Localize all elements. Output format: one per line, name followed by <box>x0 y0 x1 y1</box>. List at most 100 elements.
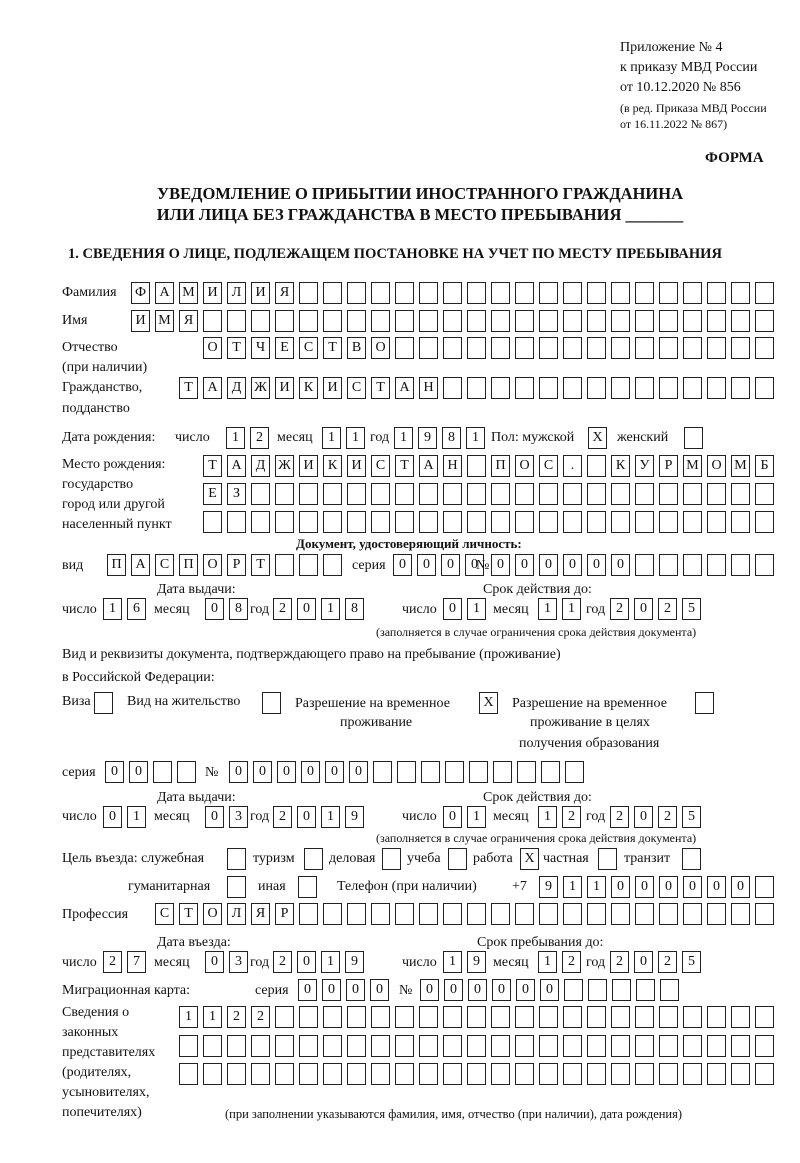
char-box[interactable]: 9 <box>345 951 364 973</box>
char-box[interactable] <box>395 1006 414 1028</box>
char-box[interactable]: С <box>347 377 366 399</box>
char-box[interactable] <box>587 511 606 533</box>
char-box[interactable] <box>611 337 630 359</box>
char-box[interactable]: Я <box>275 282 294 304</box>
char-box[interactable] <box>467 1035 486 1057</box>
char-box[interactable] <box>563 483 582 505</box>
char-box[interactable]: О <box>707 455 726 477</box>
char-box[interactable] <box>515 310 534 332</box>
char-box[interactable]: И <box>131 310 150 332</box>
char-box[interactable] <box>564 979 583 1001</box>
char-box[interactable] <box>275 511 294 533</box>
char-box[interactable]: Ч <box>251 337 270 359</box>
char-box[interactable]: 2 <box>658 806 677 828</box>
char-box[interactable]: Ж <box>275 455 294 477</box>
char-box[interactable] <box>347 310 366 332</box>
char-box[interactable] <box>371 1035 390 1057</box>
char-box[interactable]: 3 <box>229 806 248 828</box>
char-box[interactable] <box>563 377 582 399</box>
char-box[interactable] <box>636 979 655 1001</box>
char-box[interactable]: Р <box>275 903 294 925</box>
char-box[interactable] <box>299 1006 318 1028</box>
char-box[interactable]: Т <box>323 337 342 359</box>
char-box[interactable] <box>467 1063 486 1085</box>
char-box[interactable] <box>491 903 510 925</box>
char-box[interactable]: К <box>323 455 342 477</box>
char-box[interactable] <box>611 1006 630 1028</box>
char-box[interactable] <box>659 1035 678 1057</box>
char-box[interactable] <box>755 483 774 505</box>
char-box[interactable] <box>179 1063 198 1085</box>
char-box[interactable] <box>635 1035 654 1057</box>
char-box[interactable] <box>397 761 416 783</box>
char-box[interactable]: 0 <box>370 979 389 1001</box>
char-box[interactable] <box>227 848 246 870</box>
char-box[interactable] <box>467 337 486 359</box>
char-box[interactable] <box>179 1035 198 1057</box>
char-box[interactable]: Е <box>203 483 222 505</box>
char-box[interactable]: 0 <box>229 761 248 783</box>
char-box[interactable] <box>251 1035 270 1057</box>
char-box[interactable] <box>373 761 392 783</box>
char-box[interactable] <box>635 483 654 505</box>
char-box[interactable] <box>515 903 534 925</box>
char-box[interactable] <box>515 483 534 505</box>
char-box[interactable] <box>635 1063 654 1085</box>
char-box[interactable]: А <box>227 455 246 477</box>
char-box[interactable]: 0 <box>492 979 511 1001</box>
char-box[interactable] <box>755 554 774 576</box>
char-box[interactable] <box>611 377 630 399</box>
char-box[interactable] <box>203 1035 222 1057</box>
char-box[interactable] <box>443 903 462 925</box>
char-box[interactable] <box>299 1035 318 1057</box>
char-box[interactable] <box>299 554 318 576</box>
char-box[interactable]: 0 <box>515 554 534 576</box>
char-box[interactable]: Р <box>659 455 678 477</box>
char-box[interactable] <box>323 282 342 304</box>
char-box[interactable] <box>707 1063 726 1085</box>
char-box[interactable] <box>395 903 414 925</box>
char-box[interactable] <box>659 511 678 533</box>
char-box[interactable] <box>683 1006 702 1028</box>
char-box[interactable] <box>731 511 750 533</box>
char-box[interactable]: 0 <box>420 979 439 1001</box>
char-box[interactable] <box>395 337 414 359</box>
char-box[interactable] <box>443 1006 462 1028</box>
char-box[interactable] <box>448 848 467 870</box>
char-box[interactable] <box>515 1035 534 1057</box>
char-box[interactable] <box>683 377 702 399</box>
char-box[interactable] <box>563 282 582 304</box>
char-box[interactable]: 0 <box>611 876 630 898</box>
char-box[interactable] <box>371 511 390 533</box>
char-box[interactable] <box>323 1035 342 1057</box>
char-box[interactable] <box>275 1006 294 1028</box>
char-box[interactable] <box>611 903 630 925</box>
char-box[interactable] <box>419 282 438 304</box>
char-box[interactable]: С <box>155 554 174 576</box>
char-box[interactable]: 0 <box>465 554 484 576</box>
char-box[interactable] <box>563 1006 582 1028</box>
char-box[interactable] <box>419 310 438 332</box>
char-box[interactable] <box>539 282 558 304</box>
char-box[interactable]: 0 <box>105 761 124 783</box>
char-box[interactable] <box>491 310 510 332</box>
char-box[interactable] <box>275 310 294 332</box>
char-box[interactable] <box>612 979 631 1001</box>
char-box[interactable] <box>443 282 462 304</box>
char-box[interactable] <box>683 310 702 332</box>
char-box[interactable] <box>635 337 654 359</box>
char-box[interactable] <box>683 1035 702 1057</box>
char-box[interactable]: 0 <box>253 761 272 783</box>
char-box[interactable] <box>707 310 726 332</box>
char-box[interactable]: 0 <box>103 806 122 828</box>
char-box[interactable] <box>635 903 654 925</box>
char-box[interactable]: 0 <box>346 979 365 1001</box>
char-box[interactable] <box>371 903 390 925</box>
char-box[interactable] <box>421 761 440 783</box>
char-box[interactable]: К <box>299 377 318 399</box>
char-box[interactable]: 1 <box>127 806 146 828</box>
char-box[interactable] <box>299 903 318 925</box>
char-box[interactable] <box>491 511 510 533</box>
char-box[interactable]: И <box>299 455 318 477</box>
char-box[interactable] <box>347 483 366 505</box>
